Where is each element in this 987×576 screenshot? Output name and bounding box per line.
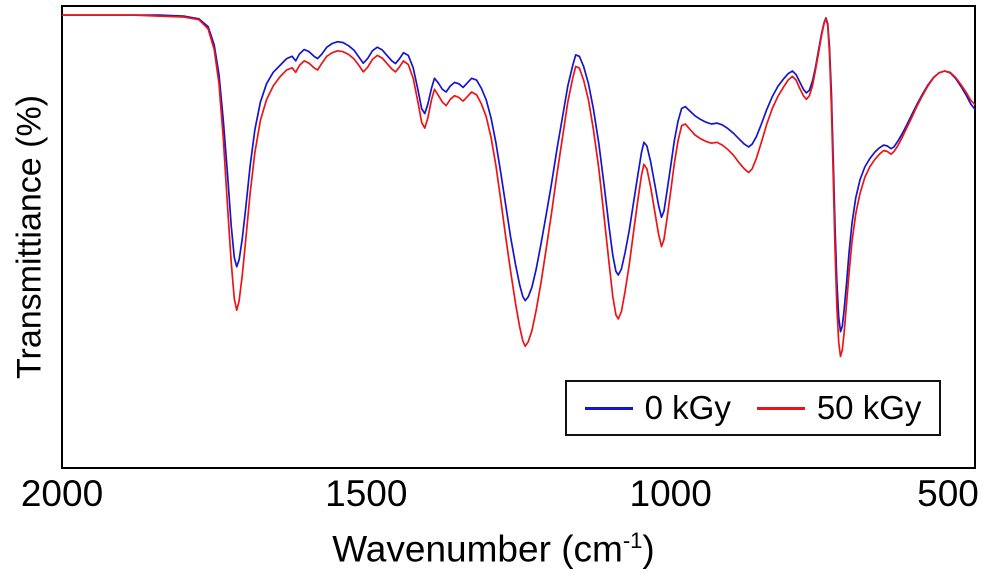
x-axis-title-superscript: -1 xyxy=(622,528,643,553)
x-tick-label: 500 xyxy=(917,473,979,514)
legend-item-50kgy: 50 kGy xyxy=(756,389,922,427)
legend-line-sample-blue xyxy=(584,406,633,410)
y-axis-title: Transmittiance (%) xyxy=(10,94,49,380)
legend-label-0kgy: 0 kGy xyxy=(644,389,731,426)
x-tick-label: 2000 xyxy=(21,473,103,514)
legend: 0 kGy 50 kGy xyxy=(565,380,941,436)
series-line-1 xyxy=(62,14,976,358)
x-axis-title-close-paren: ) xyxy=(642,528,655,570)
series-line-0 xyxy=(62,14,976,333)
x-axis-title-text: Wavenumber (cm xyxy=(332,528,623,570)
legend-line-sample-red xyxy=(756,406,805,410)
x-tick-label: 1000 xyxy=(630,473,712,514)
x-axis-title: Wavenumber (cm-1) xyxy=(0,528,987,570)
plot-frame xyxy=(61,5,976,469)
legend-item-0kgy: 0 kGy xyxy=(584,389,731,427)
legend-label-50kgy: 50 kGy xyxy=(816,389,922,426)
x-tick-label: 1500 xyxy=(325,473,407,514)
x-axis-tick-labels: 2000 1500 1000 500 xyxy=(21,473,979,514)
